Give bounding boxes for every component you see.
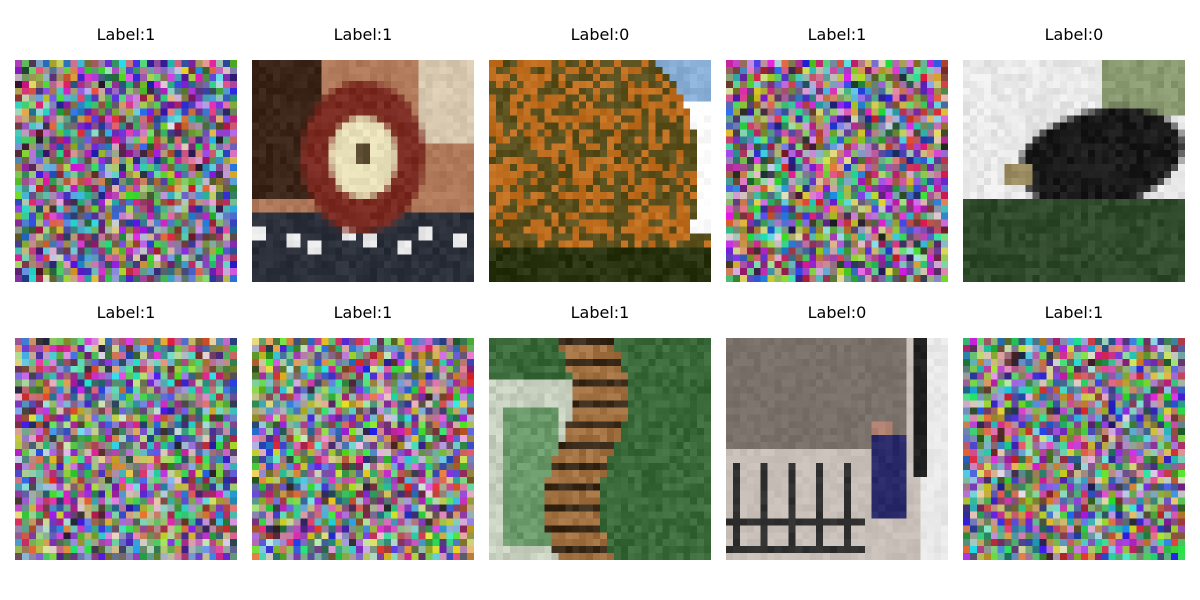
panel-label: Label:0 — [807, 303, 867, 322]
clock-image — [252, 60, 474, 282]
noise-image — [252, 338, 474, 560]
noise-image — [963, 338, 1185, 560]
panel-label: Label:1 — [333, 25, 393, 44]
noise-image — [726, 60, 948, 282]
stairs-image — [726, 338, 948, 560]
noise-image — [15, 60, 237, 282]
panel-label: Label:1 — [570, 303, 630, 322]
panel-label: Label:0 — [570, 25, 630, 44]
panel-label: Label:1 — [96, 25, 156, 44]
panel-label: Label:1 — [807, 25, 867, 44]
panel-label: Label:1 — [1044, 303, 1104, 322]
tiger-image — [489, 338, 711, 560]
panel-label: Label:1 — [96, 303, 156, 322]
bear-image — [963, 60, 1185, 282]
panel-label: Label:0 — [1044, 25, 1104, 44]
panel-label: Label:1 — [333, 303, 393, 322]
noise-image — [15, 338, 237, 560]
tree-image — [489, 60, 711, 282]
